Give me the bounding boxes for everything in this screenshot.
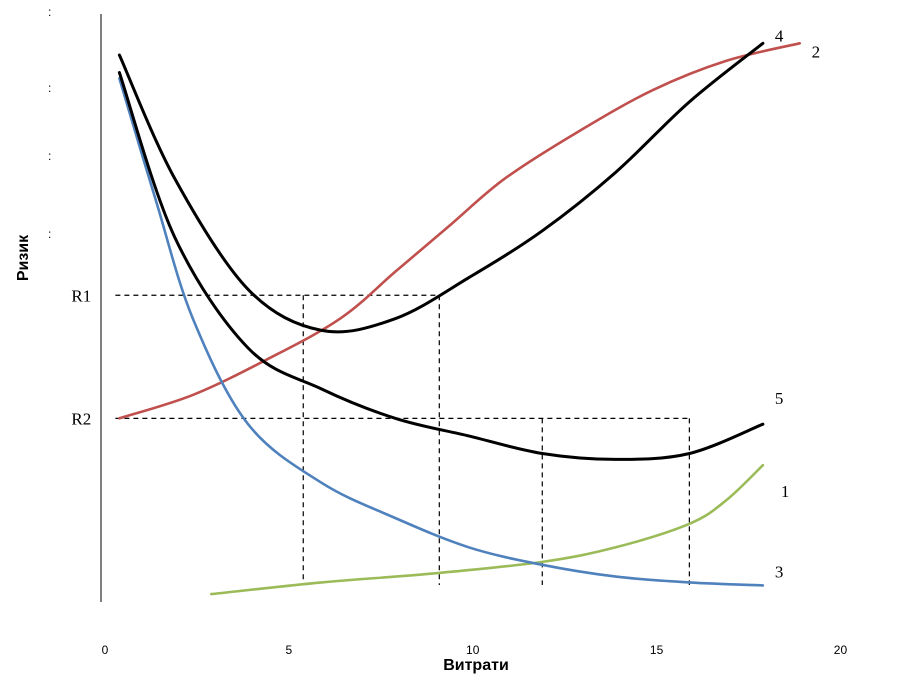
series-end-label-4: 4 [775, 26, 784, 45]
series-line-5 [117, 71, 765, 461]
series-line-3 [118, 77, 765, 587]
series-end-label-5: 5 [775, 389, 784, 408]
y-tick-fragment: : [48, 227, 51, 241]
x-tick-label: 20 [834, 643, 848, 657]
y-ref-label-r2: R2 [71, 409, 91, 428]
y-tick-fragment: : [48, 149, 51, 163]
series-end-label-3: 3 [775, 562, 784, 581]
series-line-1 [210, 463, 765, 596]
y-tick-fragment: : [48, 81, 51, 95]
labels-layer: R1 R2 1 2 3 4 5 0 5 10 15 20 [71, 26, 847, 657]
series-end-label-2: 2 [812, 42, 821, 61]
reference-lines [115, 294, 690, 585]
y-ref-label-r1: R1 [71, 286, 91, 305]
x-tick-label: 5 [286, 643, 293, 657]
series-line-4 [117, 41, 765, 334]
y-tick-fragment: : [48, 5, 51, 19]
x-axis-title: Витрати [443, 657, 509, 674]
series-line-2 [118, 42, 801, 420]
x-tick-label: 0 [102, 643, 109, 657]
x-tick-label: 15 [650, 643, 664, 657]
series-end-label-1: 1 [781, 482, 790, 501]
series-layer [117, 41, 801, 596]
x-tick-label: 10 [466, 643, 480, 657]
y-axis-title: Ризик [15, 234, 32, 281]
